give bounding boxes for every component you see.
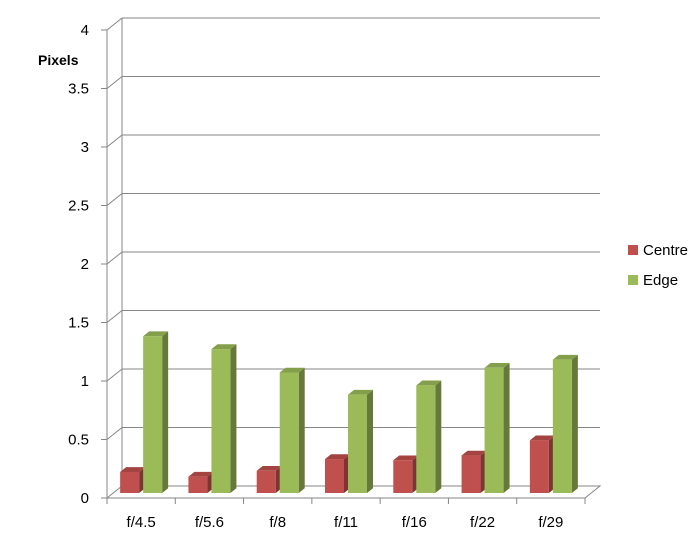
bar-top xyxy=(325,454,350,460)
bar-side xyxy=(230,344,237,493)
bar-centre xyxy=(461,450,487,493)
bar-centre xyxy=(120,467,146,493)
x-tick-label: f/16 xyxy=(402,514,427,531)
bar-top xyxy=(348,389,373,395)
y-tick-label: 0.5 xyxy=(68,432,89,449)
legend-label: Edge xyxy=(643,272,678,289)
bar-front xyxy=(484,367,504,493)
bar-front xyxy=(256,470,276,493)
legend-swatch xyxy=(628,275,638,285)
bar-top xyxy=(393,455,419,461)
bar-front xyxy=(120,471,140,493)
gridlines xyxy=(106,17,600,440)
x-tick-label: f/5.6 xyxy=(195,514,224,531)
bar-edge xyxy=(416,380,442,493)
bar-front xyxy=(393,460,413,493)
bar-front xyxy=(552,359,572,493)
y-axis-label: Pixels xyxy=(38,52,79,68)
bar-edge xyxy=(279,367,305,493)
legend-item-centre: Centre xyxy=(628,242,688,259)
bar-top xyxy=(484,363,510,368)
bar-top xyxy=(256,465,282,471)
gridline-diagonal xyxy=(106,251,123,265)
bar-top xyxy=(188,471,214,477)
y-tick-label: 0 xyxy=(81,490,89,507)
bar-centre xyxy=(529,435,555,493)
bar-front xyxy=(188,476,208,493)
y-tick-label: 1 xyxy=(81,373,89,390)
bar-front xyxy=(325,459,344,493)
y-tick-label: 3.5 xyxy=(68,81,89,98)
y-tick-label: 2.5 xyxy=(68,198,89,215)
bar-front xyxy=(416,385,436,493)
bar-top xyxy=(461,450,487,456)
tick-labels: 0 0.5 1 1.5 2 2.5 3 3.5 4 f/4.5 f/5.6 f/8 f/11 f/16 f/… xyxy=(68,22,563,531)
y-tick-label: 3 xyxy=(81,139,89,156)
bar-front xyxy=(348,394,367,493)
bar-edge xyxy=(552,354,578,493)
y-tick-label: 4 xyxy=(81,22,89,39)
bar-top xyxy=(529,435,555,441)
gridline-diagonal xyxy=(106,17,123,31)
bar-centre xyxy=(188,471,214,493)
gridline-diagonal xyxy=(106,76,123,89)
bar-side xyxy=(571,354,578,493)
x-tick-label: f/29 xyxy=(538,514,563,531)
bar-centre xyxy=(325,454,350,493)
bar-edge xyxy=(348,389,373,493)
x-tick-label: f/22 xyxy=(470,514,495,531)
bar-side xyxy=(367,389,373,493)
bar-side xyxy=(162,331,169,493)
x-tick-label: f/4.5 xyxy=(127,514,156,531)
legend-swatch xyxy=(628,245,638,255)
gridline-diagonal xyxy=(106,427,123,440)
bar-centre xyxy=(393,455,419,493)
bar-side xyxy=(298,367,305,493)
legend-item-edge: Edge xyxy=(628,272,678,289)
bar-front xyxy=(529,440,549,493)
x-tick-label: f/11 xyxy=(334,514,358,531)
x-tick-label: f/8 xyxy=(269,514,286,531)
bar-edge xyxy=(211,344,237,493)
bar-front xyxy=(143,336,163,493)
gridline-diagonal xyxy=(106,134,123,148)
bar-top xyxy=(120,467,146,472)
bar-edge xyxy=(143,331,169,493)
bar-top xyxy=(211,344,237,350)
bar-front xyxy=(211,349,231,493)
legend-label: Centre xyxy=(643,242,688,259)
bar-side xyxy=(503,363,510,493)
bar-top xyxy=(143,331,169,337)
bar-front xyxy=(461,455,481,493)
legend: Centre Edge xyxy=(628,242,688,289)
y-tick-label: 2 xyxy=(81,256,89,273)
gridline-diagonal xyxy=(106,368,123,382)
gridline-diagonal xyxy=(106,310,123,323)
bar-top xyxy=(416,380,442,386)
bar-edge xyxy=(484,363,510,493)
bars xyxy=(120,331,578,493)
gridline-diagonal xyxy=(106,193,123,206)
bar-side xyxy=(435,380,442,493)
y-tick-label: 1.5 xyxy=(68,315,89,332)
bar-front xyxy=(279,372,299,493)
bar-centre xyxy=(256,465,282,493)
bar-top xyxy=(279,367,305,373)
bar-top xyxy=(552,354,578,360)
